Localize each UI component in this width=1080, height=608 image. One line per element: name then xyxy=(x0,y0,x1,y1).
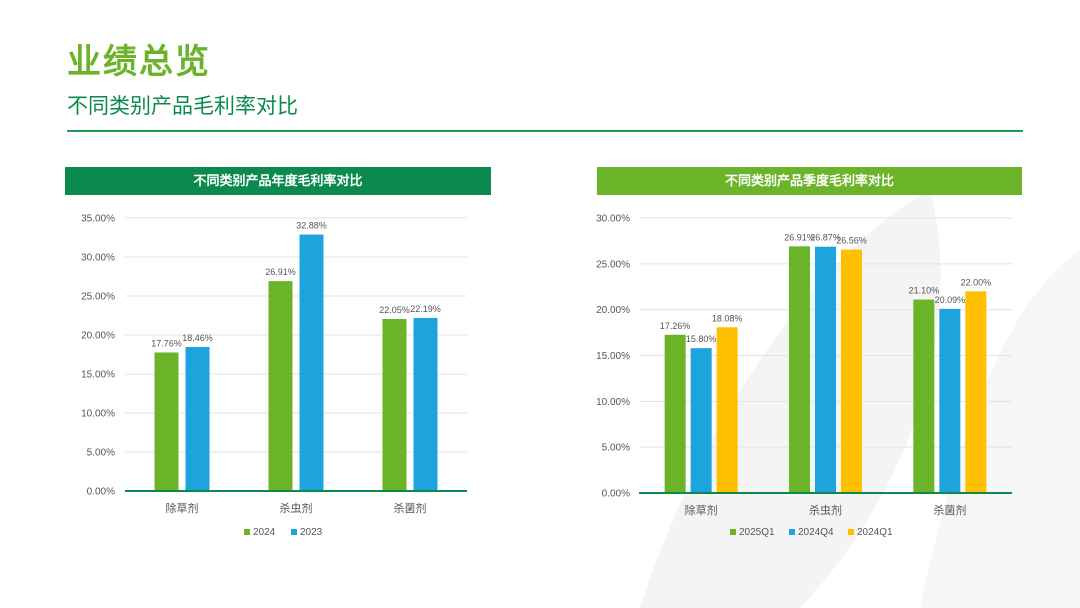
x-tick-label: 杀虫剂 xyxy=(809,503,842,517)
bar-2024-除草剂 xyxy=(154,352,179,491)
bar-2024Q1-杀菌剂 xyxy=(965,291,987,493)
data-label: 20.09% xyxy=(935,295,966,305)
bar-2024-杀菌剂 xyxy=(382,319,407,491)
data-label: 17.76% xyxy=(151,338,182,348)
y-tick-label: 25.00% xyxy=(81,292,115,303)
y-tick-label: 35.00% xyxy=(81,214,115,225)
bar-2024Q1-杀虫剂 xyxy=(841,249,862,493)
x-tick-label: 杀菌剂 xyxy=(394,501,427,515)
page-title: 业绩总览 xyxy=(67,43,211,81)
bar-2024Q1-除草剂 xyxy=(716,327,738,493)
data-label: 32.88% xyxy=(296,221,327,231)
quarterly-margin-chart: 0.00% 5.00% 10.00% 15.00% 20.00% 25.00% 30.00%… xyxy=(596,214,1012,538)
legend-label: 2024Q1 xyxy=(857,527,893,538)
x-tick-label: 除草剂 xyxy=(685,503,718,517)
left-chart-title: 不同类别产品年度毛利率对比 xyxy=(65,167,491,195)
data-label: 15.80% xyxy=(686,334,717,344)
x-tick-label: 杀虫剂 xyxy=(280,501,313,515)
data-label: 26.87% xyxy=(810,233,841,243)
bar-2023-杀虫剂 xyxy=(299,234,324,491)
legend-label: 2024Q4 xyxy=(798,527,834,538)
data-label: 22.19% xyxy=(410,304,441,314)
x-tick-label: 除草剂 xyxy=(166,501,199,515)
data-label: 26.56% xyxy=(836,236,867,246)
title-divider xyxy=(67,130,1023,132)
data-label: 22.05% xyxy=(379,305,410,315)
y-tick-label: 10.00% xyxy=(596,397,630,408)
bar-2025Q1-杀虫剂 xyxy=(789,246,810,493)
bar-2024Q4-除草剂 xyxy=(690,348,712,493)
bar-2023-除草剂 xyxy=(185,347,210,491)
y-tick-label: 25.00% xyxy=(596,259,630,270)
y-tick-label: 5.00% xyxy=(602,443,630,454)
y-tick-label: 5.00% xyxy=(87,448,115,459)
legend-label: 2024 xyxy=(253,527,276,538)
x-tick-label: 杀菌剂 xyxy=(933,503,966,517)
y-tick-label: 0.00% xyxy=(602,489,630,500)
legend-swatch xyxy=(789,529,795,535)
y-tick-label: 20.00% xyxy=(596,305,630,316)
data-label: 26.91% xyxy=(265,267,296,277)
legend-swatch xyxy=(291,529,297,535)
data-label: 18.46% xyxy=(182,333,213,343)
y-tick-label: 10.00% xyxy=(81,409,115,420)
bar-2025Q1-杀菌剂 xyxy=(913,299,935,493)
data-label: 26.91% xyxy=(784,232,815,242)
annual-margin-chart: 0.00% 5.00% 10.00% 15.00% 20.00% 25.00% 30.00%… xyxy=(81,214,467,538)
data-label: 22.00% xyxy=(961,277,992,287)
bar-2024Q4-杀菌剂 xyxy=(939,308,961,493)
legend-swatch xyxy=(730,529,736,535)
data-label: 17.26% xyxy=(660,321,691,331)
legend-label: 2025Q1 xyxy=(739,527,775,538)
y-tick-label: 15.00% xyxy=(596,351,630,362)
y-tick-label: 15.00% xyxy=(81,370,115,381)
y-tick-label: 30.00% xyxy=(596,214,630,225)
bar-2024-杀虫剂 xyxy=(268,281,293,491)
page-subtitle: 不同类别产品毛利率对比 xyxy=(67,95,298,118)
bar-2025Q1-除草剂 xyxy=(664,334,686,493)
y-tick-label: 0.00% xyxy=(87,487,115,498)
data-label: 21.10% xyxy=(909,286,940,296)
data-label: 18.08% xyxy=(712,313,743,323)
bar-2024Q4-杀虫剂 xyxy=(815,246,836,493)
right-chart-title: 不同类别产品季度毛利率对比 xyxy=(597,167,1022,195)
bar-2023-杀菌剂 xyxy=(413,317,438,491)
y-tick-label: 20.00% xyxy=(81,331,115,342)
y-tick-label: 30.00% xyxy=(81,253,115,264)
legend-swatch xyxy=(848,529,854,535)
legend-swatch xyxy=(244,529,250,535)
legend-label: 2023 xyxy=(300,527,323,538)
